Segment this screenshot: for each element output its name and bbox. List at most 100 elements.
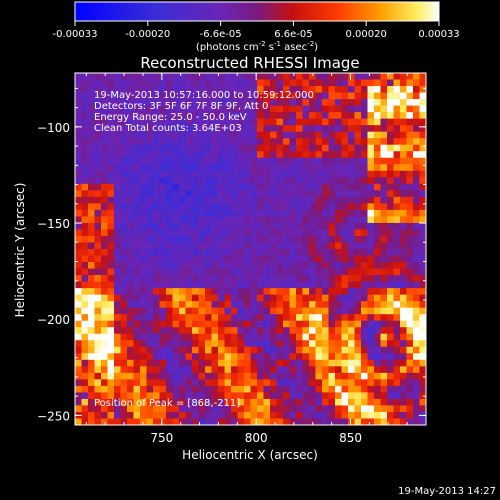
heatmap-cell	[276, 144, 284, 152]
heatmap-cell	[302, 327, 310, 335]
heatmap-cell	[192, 112, 199, 120]
heatmap-cell	[341, 333, 349, 341]
heatmap-cell	[211, 372, 219, 380]
heatmap-cell	[257, 99, 264, 106]
heatmap-cell	[380, 314, 388, 322]
heatmap-cell	[302, 235, 310, 243]
heatmap-cell	[361, 353, 368, 361]
heatmap-cell	[335, 125, 342, 133]
heatmap-cell	[302, 281, 310, 289]
heatmap-cell	[120, 268, 128, 276]
heatmap-cell	[296, 86, 303, 93]
heatmap-cell	[367, 86, 375, 93]
heatmap-cell	[107, 79, 115, 87]
heatmap-cell	[179, 105, 186, 113]
heatmap-cell	[120, 203, 128, 211]
heatmap-cell	[419, 418, 426, 425]
heatmap-cell	[127, 353, 134, 361]
heatmap-cell	[276, 327, 284, 335]
heatmap-cell	[127, 398, 134, 406]
heatmap-cell	[127, 229, 134, 237]
heatmap-cell	[341, 372, 349, 380]
heatmap-cell	[218, 262, 225, 269]
heatmap-cell	[393, 379, 401, 387]
heatmap-cell	[88, 203, 95, 211]
colorbar-tick-label: 0.00020	[346, 29, 387, 40]
heatmap-cell	[146, 216, 154, 224]
heatmap-cell	[419, 307, 426, 315]
heatmap-cell	[133, 379, 141, 387]
heatmap-cell	[166, 99, 173, 106]
heatmap-cell	[283, 301, 290, 309]
heatmap-cell	[406, 242, 414, 250]
heatmap-cell	[140, 164, 147, 172]
heatmap-cell	[315, 235, 323, 243]
heatmap-cell	[159, 327, 167, 335]
heatmap-cell	[263, 366, 271, 374]
heatmap-cell	[198, 314, 206, 322]
heatmap-cell	[289, 105, 297, 113]
heatmap-cell	[140, 203, 147, 211]
heatmap-cell	[185, 353, 193, 361]
heatmap-cell	[75, 340, 82, 348]
heatmap-cell	[283, 183, 290, 191]
heatmap-cell	[322, 144, 329, 152]
heatmap-cell	[120, 190, 128, 198]
heatmap-cell	[302, 203, 310, 211]
heatmap-cell	[263, 346, 271, 354]
heatmap-cell	[218, 79, 225, 87]
heatmap-cell	[289, 275, 297, 282]
heatmap-cell	[341, 196, 349, 204]
heatmap-cell	[322, 333, 329, 341]
heatmap-cell	[120, 164, 128, 172]
heatmap-cell	[224, 385, 232, 393]
heatmap-cell	[231, 333, 238, 341]
heatmap-cell	[270, 372, 277, 380]
heatmap-cell	[348, 398, 355, 406]
heatmap-cell	[75, 190, 82, 198]
heatmap-cell	[296, 372, 303, 380]
heatmap-cell	[198, 86, 206, 93]
heatmap-cell	[322, 118, 329, 126]
heatmap-cell	[237, 92, 245, 100]
heatmap-cell	[270, 307, 277, 315]
heatmap-cell	[166, 301, 173, 309]
heatmap-cell	[81, 235, 89, 243]
heatmap-cell	[153, 138, 160, 146]
heatmap-cell	[393, 340, 401, 348]
heatmap-cell	[140, 125, 147, 133]
heatmap-cell	[205, 73, 212, 80]
heatmap-cell	[400, 379, 407, 387]
heatmap-cell	[146, 262, 154, 269]
heatmap-cell	[205, 372, 212, 380]
heatmap-cell	[198, 353, 206, 361]
heatmap-cell	[107, 99, 115, 106]
heatmap-cell	[341, 353, 349, 361]
heatmap-cell	[406, 262, 414, 269]
heatmap-cell	[140, 405, 147, 413]
heatmap-cell	[146, 314, 154, 322]
heatmap-cell	[159, 216, 167, 224]
heatmap-cell	[205, 183, 212, 191]
heatmap-cell	[263, 157, 271, 165]
heatmap-cell	[133, 151, 141, 159]
heatmap-cell	[289, 138, 297, 146]
heatmap-cell	[263, 411, 271, 419]
heatmap-cell	[270, 333, 277, 341]
heatmap-cell	[75, 222, 82, 230]
heatmap-cell	[107, 112, 115, 120]
heatmap-cell	[380, 379, 388, 387]
heatmap-cell	[361, 281, 368, 289]
heatmap-cell	[315, 359, 323, 367]
heatmap-cell	[335, 242, 342, 250]
heatmap-cell	[335, 327, 342, 335]
heatmap-cell	[380, 411, 388, 419]
heatmap-cell	[387, 177, 394, 185]
heatmap-cell	[309, 405, 316, 413]
y-tick-label: −200	[37, 313, 70, 327]
heatmap-cell	[244, 301, 251, 309]
heatmap-cell	[146, 157, 154, 165]
heatmap-cell	[88, 307, 95, 315]
heatmap-cell	[75, 294, 82, 302]
heatmap-cell	[224, 353, 232, 361]
